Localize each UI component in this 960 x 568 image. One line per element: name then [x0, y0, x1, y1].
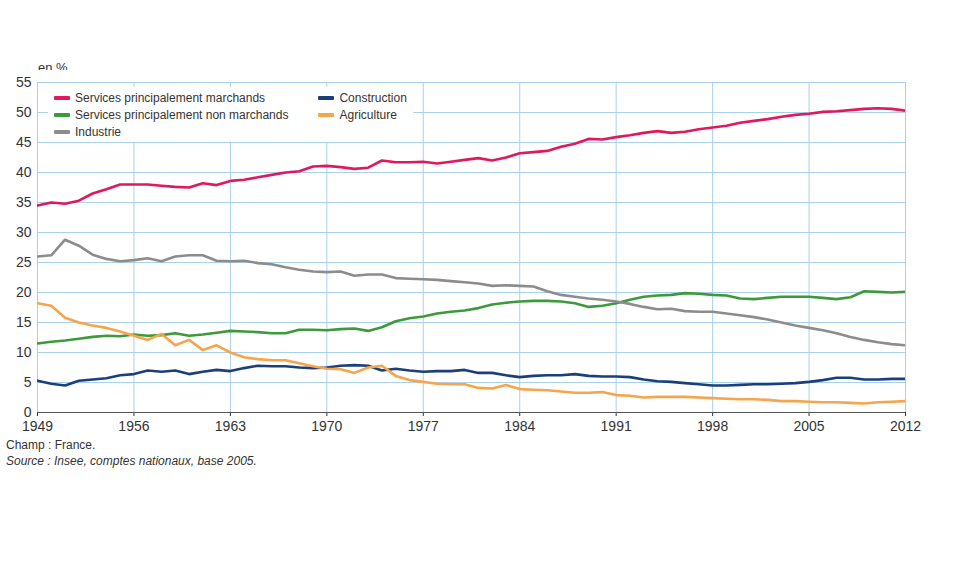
svg-text:1963: 1963	[215, 418, 246, 434]
svg-text:1991: 1991	[601, 418, 632, 434]
svg-text:45: 45	[16, 134, 32, 150]
svg-text:0: 0	[23, 404, 32, 420]
svg-text:1956: 1956	[118, 418, 149, 434]
svg-text:5: 5	[24, 374, 32, 390]
svg-text:40: 40	[16, 164, 32, 180]
svg-text:25: 25	[16, 254, 32, 270]
svg-text:20: 20	[16, 284, 32, 300]
svg-text:50: 50	[16, 104, 32, 120]
svg-text:1949: 1949	[22, 418, 53, 434]
svg-text:1970: 1970	[311, 418, 342, 434]
html-text:Source : Insee, comptes nation: Source : Insee, comptes nationaux, base …	[6, 454, 257, 468]
html-text:Services principalement non ma: Services principalement non marchands	[75, 107, 289, 122]
svg-text:15: 15	[16, 314, 32, 330]
svg-text:10: 10	[16, 344, 32, 360]
svg-text:30: 30	[16, 224, 32, 240]
html-text:Agriculture: Agriculture	[339, 107, 397, 122]
html-text:en %: en %	[38, 60, 68, 75]
svg-text:1977: 1977	[408, 418, 439, 434]
svg-text:2005: 2005	[793, 418, 824, 434]
html-text:Construction: Construction	[339, 90, 407, 105]
svg-text:35: 35	[16, 194, 32, 210]
svg-text:2012: 2012	[890, 418, 921, 434]
html-text:Industrie: Industrie	[75, 124, 121, 139]
svg-text:1984: 1984	[504, 418, 535, 434]
html-text:Services principalement marcha: Services principalement marchands	[75, 90, 266, 105]
html-text:Champ : France.: Champ : France.	[6, 438, 96, 452]
svg-text:55: 55	[16, 74, 32, 90]
svg-text:1998: 1998	[697, 418, 728, 434]
